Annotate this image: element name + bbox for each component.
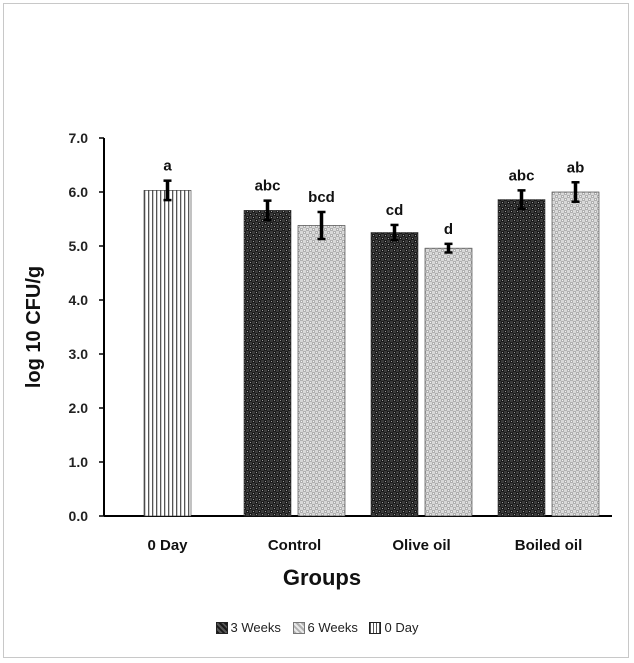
legend-item-0-day: 0 Day — [369, 620, 418, 635]
significance-label: abc — [509, 167, 535, 184]
bar-boiled-oil-3-weeks — [497, 199, 546, 517]
x-tick-label: Olive oil — [392, 537, 450, 554]
significance-label: abc — [255, 178, 281, 195]
bar-olive-oil-6-weeks — [424, 247, 473, 517]
bar-control-6-weeks — [297, 225, 346, 517]
y-tick-label: 3.0 — [69, 346, 89, 362]
significance-label: d — [444, 221, 453, 238]
significance-label: a — [163, 158, 172, 175]
significance-label: cd — [386, 202, 404, 219]
y-tick-label: 4.0 — [69, 292, 89, 308]
y-tick-label: 0.0 — [69, 508, 89, 524]
x-tick-label: 0 Day — [147, 537, 188, 554]
legend-swatch-0-day — [369, 621, 382, 634]
bar-boiled-oil-6-weeks — [551, 191, 600, 517]
legend-label: 6 Weeks — [307, 620, 358, 635]
y-tick-label: 1.0 — [69, 454, 89, 470]
x-tick-label: Control — [268, 537, 321, 554]
legend-swatch-6-weeks — [292, 621, 305, 634]
plot-area: 0.0 1.0 2.0 3.0 4.0 5.0 6.0 7.0 0 Day Control Oliv… — [69, 130, 612, 554]
legend-label: 0 Day — [384, 620, 419, 635]
bar-0-day-0-day — [143, 190, 192, 517]
legend-label: 3 Weeks — [230, 620, 281, 635]
significance-label: bcd — [308, 189, 335, 206]
y-tick-label: 7.0 — [69, 130, 89, 146]
legend-item-3-weeks: 3 Weeks — [215, 620, 281, 635]
bar-control-3-weeks — [243, 210, 292, 517]
bar-chart: 0.0 1.0 2.0 3.0 4.0 5.0 6.0 7.0 0 Day Control Oliv… — [23, 130, 612, 590]
y-tick-label: 5.0 — [69, 238, 89, 254]
significance-label: ab — [567, 159, 585, 176]
legend-item-6-weeks: 6 Weeks — [292, 620, 358, 635]
y-tick-label: 2.0 — [69, 400, 89, 416]
chart-frame — [3, 3, 629, 658]
x-tick-label: Boiled oil — [515, 537, 583, 554]
legend-swatch-3-weeks — [215, 621, 228, 634]
y-axis-title: log 10 CFU/g — [23, 266, 45, 388]
bar-olive-oil-3-weeks — [370, 232, 419, 517]
legend: 3 Weeks 6 Weeks 0 Day — [0, 620, 634, 637]
y-tick-label: 6.0 — [69, 184, 89, 200]
x-axis-title: Groups — [283, 565, 361, 590]
